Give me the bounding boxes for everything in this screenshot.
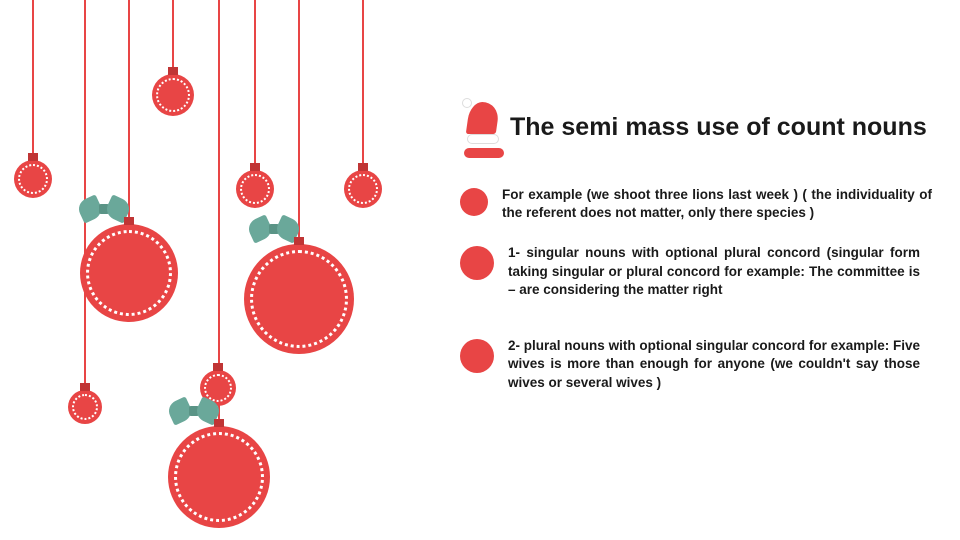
bullet-text: For example (we shoot three lions last w…: [502, 186, 940, 222]
bullet-text: 1- singular nouns with optional plural c…: [508, 244, 940, 299]
ornament-decoration: [0, 0, 440, 540]
ornament-icon: [236, 170, 274, 208]
bow-icon: [79, 196, 129, 222]
ornament-icon: [168, 426, 270, 528]
ornament-icon: [152, 74, 194, 116]
content-panel: The semi mass use of count nouns For exa…: [460, 96, 940, 414]
santa-hat-icon: [460, 96, 502, 146]
ornament-icon: [14, 160, 52, 198]
bullet-icon: [460, 188, 488, 216]
bullet-item: 2- plural nouns with optional singular c…: [460, 337, 940, 392]
bow-icon: [249, 216, 299, 242]
page-title: The semi mass use of count nouns: [510, 113, 927, 142]
bullet-text: 2- plural nouns with optional singular c…: [508, 337, 940, 392]
bullet-item: For example (we shoot three lions last w…: [460, 186, 940, 222]
title-underline: [464, 148, 504, 158]
ornament-icon: [344, 170, 382, 208]
bow-icon: [169, 398, 219, 424]
ornament-icon: [244, 244, 354, 354]
ornament-icon: [68, 390, 102, 424]
bullet-item: 1- singular nouns with optional plural c…: [460, 244, 940, 299]
bullet-icon: [460, 246, 494, 280]
ornament-icon: [80, 224, 178, 322]
bullet-icon: [460, 339, 494, 373]
